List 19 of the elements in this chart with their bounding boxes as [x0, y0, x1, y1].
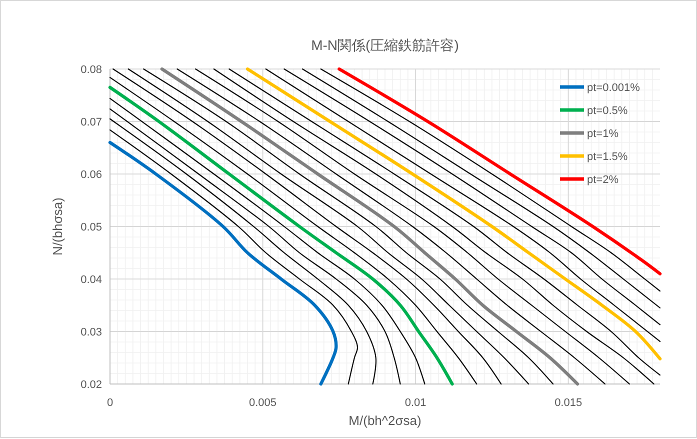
legend-label: pt=0.5%	[587, 105, 628, 117]
y-tick-label: 0.03	[80, 326, 102, 338]
legend-label: pt=2%	[587, 174, 619, 186]
chart-title: M-N関係(圧縮鉄筋許容)	[311, 37, 459, 53]
x-axis-title: M/(bh^2σsa)	[348, 413, 422, 428]
y-tick-label: 0.05	[80, 222, 102, 234]
x-tick-label: 0	[106, 397, 114, 409]
x-tick-label: 0.01	[404, 397, 426, 409]
y-tick-label: 0.07	[80, 116, 102, 128]
legend-label: pt=1.5%	[587, 151, 628, 163]
y-tick-label: 0.06	[80, 169, 102, 181]
x-tick-label: 0.015	[554, 397, 582, 409]
y-tick-label: 0.02	[80, 379, 102, 391]
x-tick-label: 0.005	[249, 397, 277, 409]
y-tick-label: 0.04	[80, 274, 102, 286]
legend-label: pt=0.001%	[587, 82, 640, 94]
y-tick-label: 0.08	[80, 64, 102, 76]
legend-label: pt=1%	[587, 128, 619, 140]
y-axis-title: N/(bhσsa)	[50, 198, 65, 256]
